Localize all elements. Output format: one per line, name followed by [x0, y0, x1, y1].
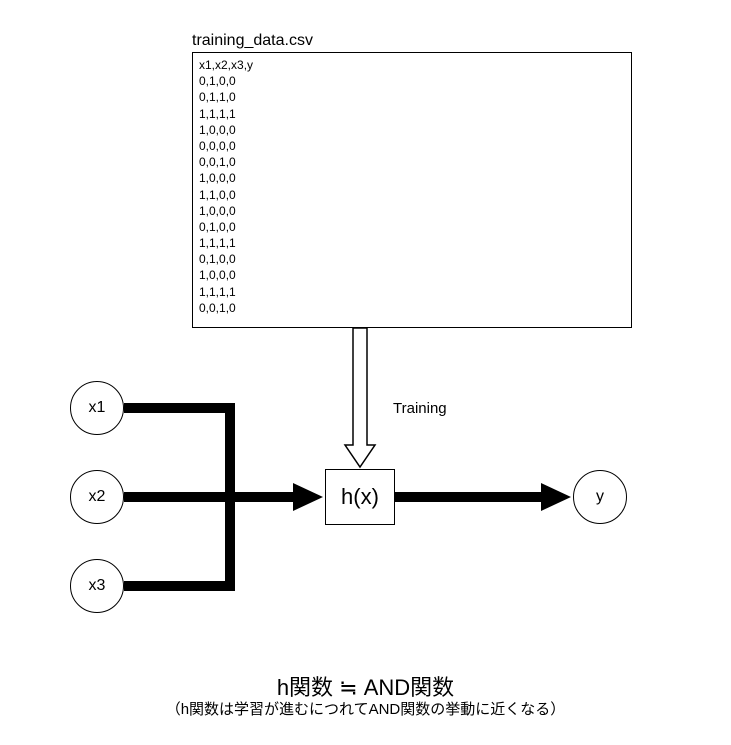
- input-node-x3: x3: [70, 559, 124, 613]
- node-label: x3: [89, 577, 106, 595]
- node-label: y: [596, 488, 604, 506]
- node-label: x2: [89, 488, 106, 506]
- input-node-x2: x2: [70, 470, 124, 524]
- function-box-hx: h(x): [325, 469, 395, 525]
- node-label: x1: [89, 399, 106, 417]
- diagram-root: training_data.csv x1,x2,x3,y 0,1,0,0 0,1…: [0, 0, 731, 745]
- caption-sub: （h関数は学習が進むにつれてAND関数の挙動に近くなる）: [0, 698, 731, 719]
- training-label: Training: [393, 400, 447, 417]
- node-label: h(x): [341, 484, 379, 510]
- output-node-y: y: [573, 470, 627, 524]
- input-node-x1: x1: [70, 381, 124, 435]
- training-data-box: x1,x2,x3,y 0,1,0,0 0,1,1,0 1,1,1,1 1,0,0…: [192, 52, 632, 328]
- file-title: training_data.csv: [192, 32, 313, 50]
